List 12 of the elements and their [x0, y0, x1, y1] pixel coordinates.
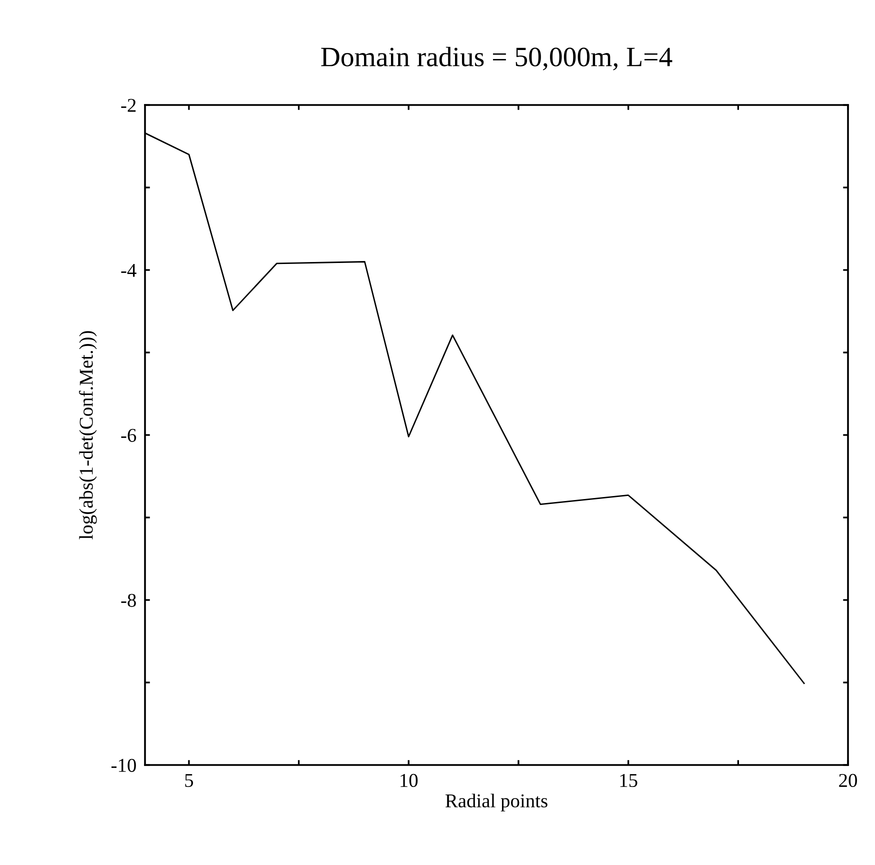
x-axis-title: Radial points — [445, 794, 548, 812]
x-tick-label: 20 — [839, 774, 857, 788]
x-tick-label: 15 — [620, 774, 638, 788]
x-tick-label: 5 — [185, 774, 194, 788]
chart-title: Domain radius = 50,000m, L=4 — [321, 46, 672, 70]
x-tick-label: 10 — [400, 774, 418, 788]
y-axis-title: log(abs(1-det(Conf.Met.))) — [78, 331, 97, 540]
y-tick-label: -2 — [121, 98, 136, 112]
y-tick-label: -6 — [121, 428, 136, 442]
y-tick-label: -10 — [111, 758, 136, 772]
y-tick-label: -4 — [121, 264, 136, 277]
y-tick-label: -8 — [121, 594, 136, 607]
